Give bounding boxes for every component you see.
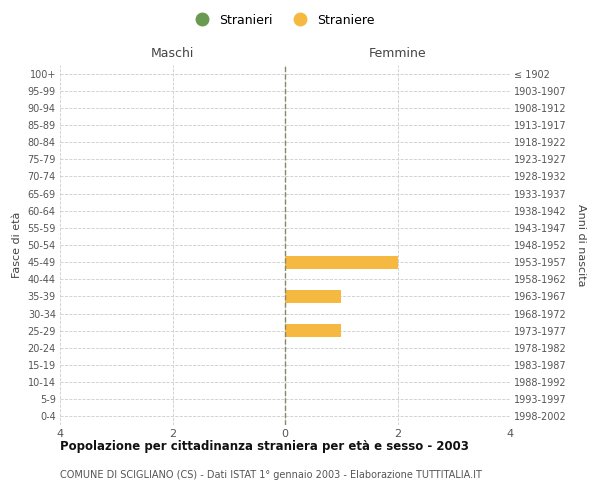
Text: COMUNE DI SCIGLIANO (CS) - Dati ISTAT 1° gennaio 2003 - Elaborazione TUTTITALIA.: COMUNE DI SCIGLIANO (CS) - Dati ISTAT 1°…: [60, 470, 482, 480]
Text: Femmine: Femmine: [368, 47, 427, 60]
Text: Maschi: Maschi: [151, 47, 194, 60]
Legend: Stranieri, Straniere: Stranieri, Straniere: [187, 11, 377, 29]
Y-axis label: Fasce di età: Fasce di età: [12, 212, 22, 278]
Text: Popolazione per cittadinanza straniera per età e sesso - 2003: Popolazione per cittadinanza straniera p…: [60, 440, 469, 453]
Bar: [285, 256, 398, 268]
Y-axis label: Anni di nascita: Anni di nascita: [577, 204, 586, 286]
Bar: [285, 324, 341, 337]
Bar: [285, 290, 341, 303]
